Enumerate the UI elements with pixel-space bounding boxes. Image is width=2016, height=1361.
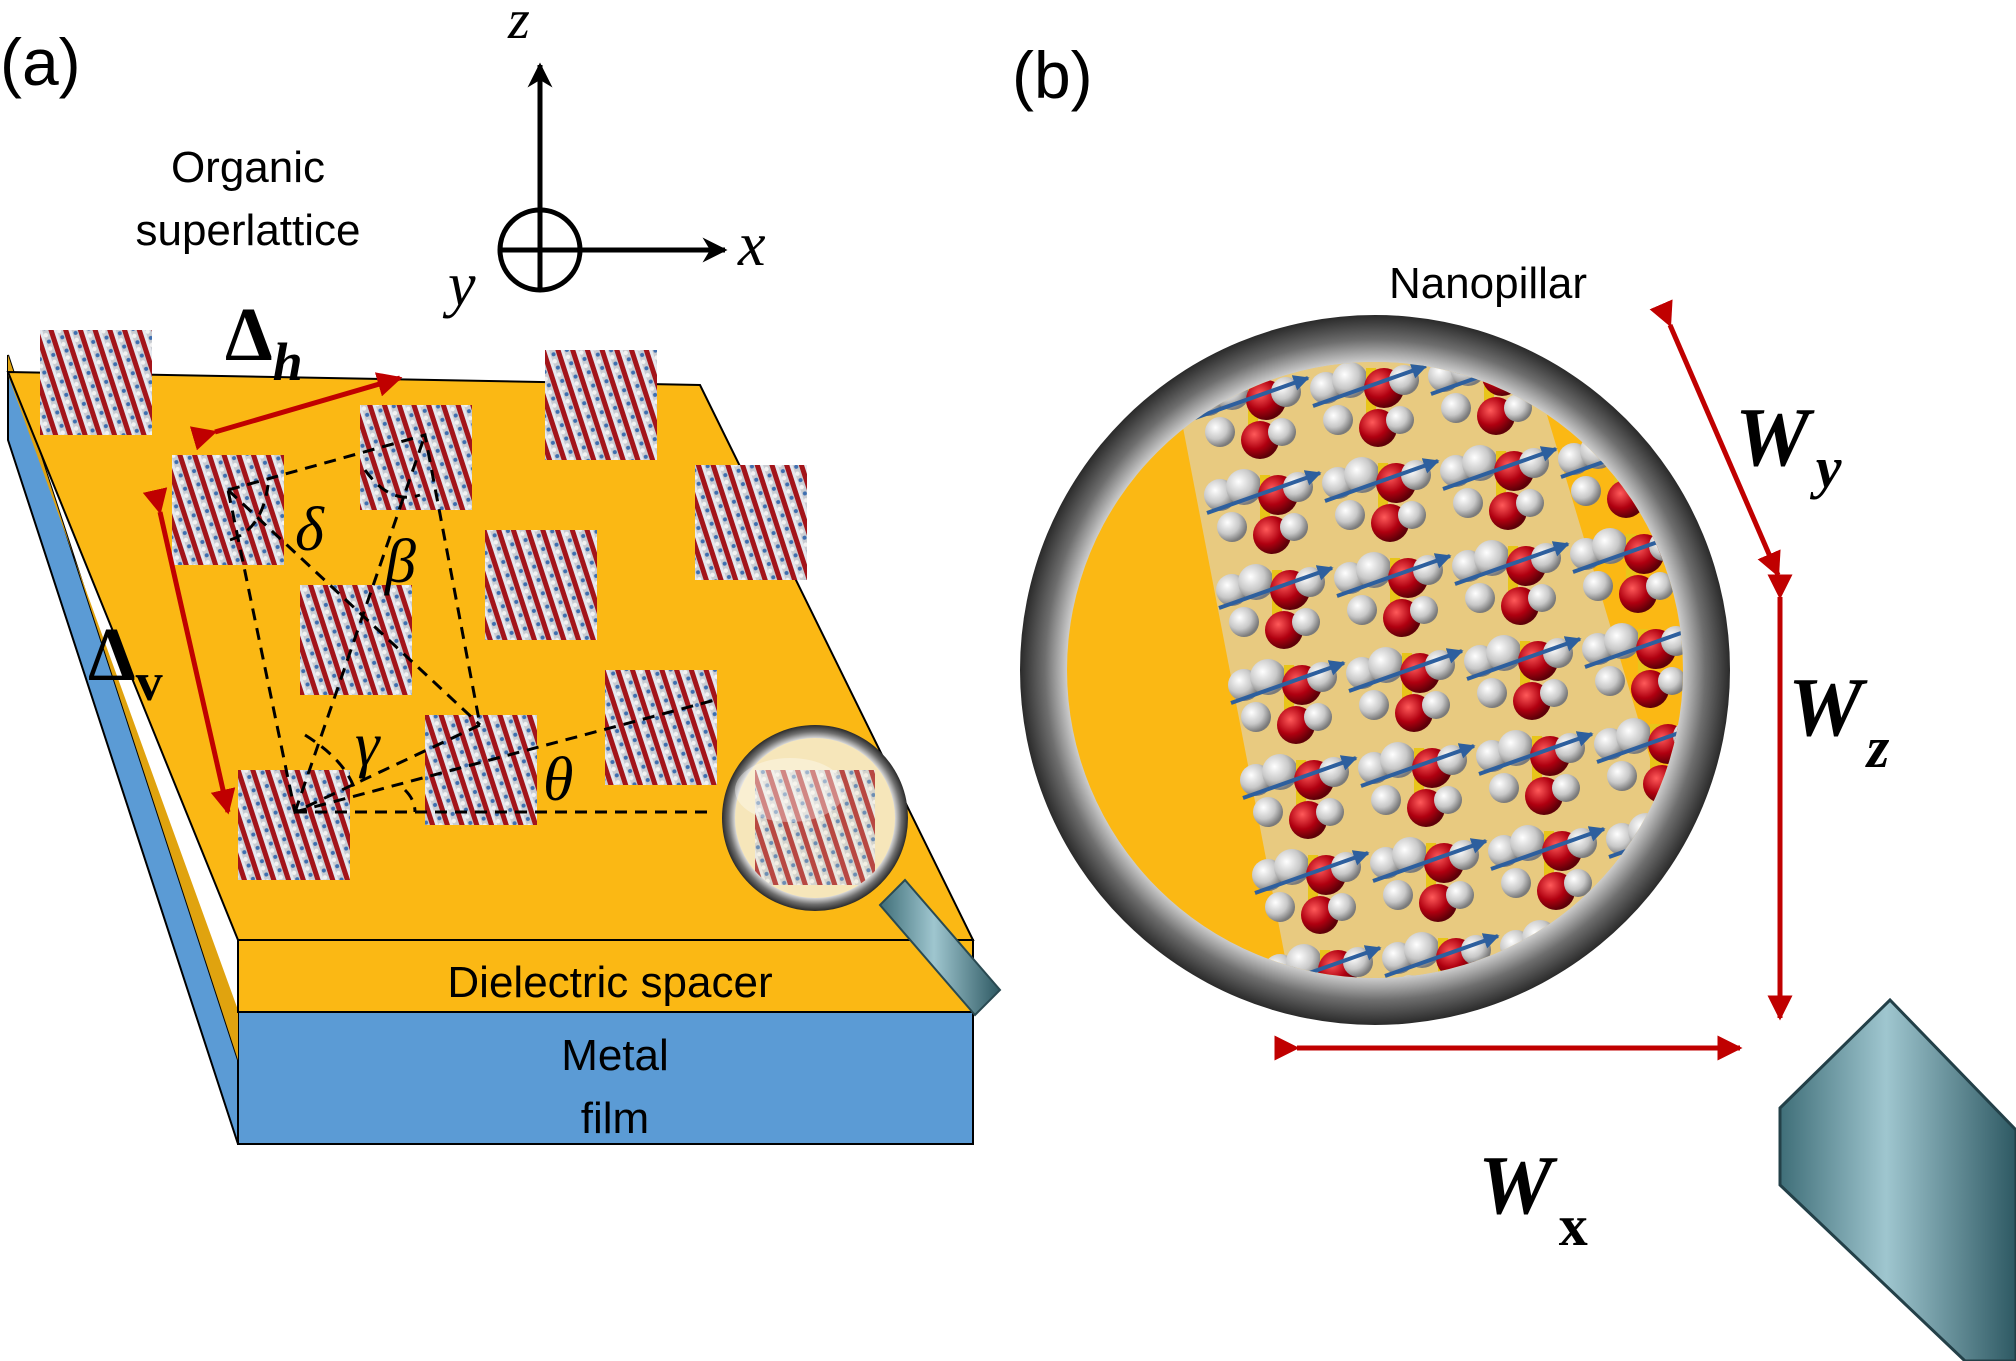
panel-a: (a) Organic superlattice z x y Δh Δv δ β… <box>0 0 1002 1145</box>
nanopillar <box>40 330 152 435</box>
x-axis-label: x <box>737 211 766 279</box>
nanopillar <box>172 455 284 565</box>
molecule-unit <box>1452 540 1570 625</box>
nanopillar-array <box>40 330 807 880</box>
molecule-unit <box>1358 742 1476 827</box>
metal-film-label-line2: film <box>581 1094 649 1143</box>
wy-arrow <box>1649 299 1781 578</box>
metal-film-label-line1: Metal <box>561 1031 669 1080</box>
nanopillar-label: Nanopillar <box>1389 259 1587 308</box>
nanopillar <box>300 585 412 695</box>
angle-theta-label: θ <box>543 746 573 814</box>
angle-delta-label: δ <box>295 496 325 564</box>
dielectric-spacer-label: Dielectric spacer <box>447 958 772 1007</box>
nanopillar <box>425 715 537 825</box>
organic-superlattice-label-line2: superlattice <box>135 206 360 255</box>
molecule-unit <box>1346 647 1464 732</box>
angle-gamma-label: γ <box>355 711 381 779</box>
molecule-unit <box>1618 908 1683 978</box>
molecule-unit <box>1252 849 1370 934</box>
molecule-unit <box>1464 635 1582 720</box>
delta-h-label: Δh <box>225 293 303 392</box>
delta-h-arrow <box>189 372 403 451</box>
molecule-unit <box>1334 552 1452 637</box>
organic-superlattice-label-line1: Organic <box>171 143 325 192</box>
metal-film-slab <box>7 354 974 1145</box>
wz-label: Wz <box>1788 661 1890 780</box>
magnifier-small-icon <box>722 725 1002 1017</box>
molecule-unit <box>1582 623 1683 708</box>
molecule-unit <box>1370 837 1488 922</box>
molecule-unit <box>1228 659 1346 744</box>
delta-v-arrow <box>142 487 236 815</box>
angle-beta-label: β <box>384 528 416 596</box>
molecule-unit <box>1476 730 1594 815</box>
magnifier-handle <box>1778 997 2016 1361</box>
panel-b-label: (b) <box>1012 38 1093 112</box>
molecule-unit <box>1204 469 1322 554</box>
y-axis-label: y <box>442 251 476 319</box>
molecule-unit <box>1322 457 1440 542</box>
nanopillar <box>545 350 657 460</box>
molecule-unit <box>1488 825 1606 910</box>
nanopillar <box>360 405 472 510</box>
molecule-unit <box>1440 445 1558 530</box>
delta-v-label: Δv <box>88 613 163 712</box>
molecule-unit <box>1216 564 1334 649</box>
nanopillar <box>605 670 717 785</box>
nanopillar <box>238 770 350 880</box>
unit-cell-lines <box>226 433 716 815</box>
nanopillar <box>485 530 597 640</box>
molecule-unit <box>1310 362 1428 447</box>
panel-a-label: (a) <box>0 25 81 99</box>
molecule-unit <box>1240 754 1358 839</box>
z-axis-label: z <box>507 0 530 51</box>
coordinate-axes <box>497 62 728 293</box>
nanopillar <box>695 465 807 580</box>
